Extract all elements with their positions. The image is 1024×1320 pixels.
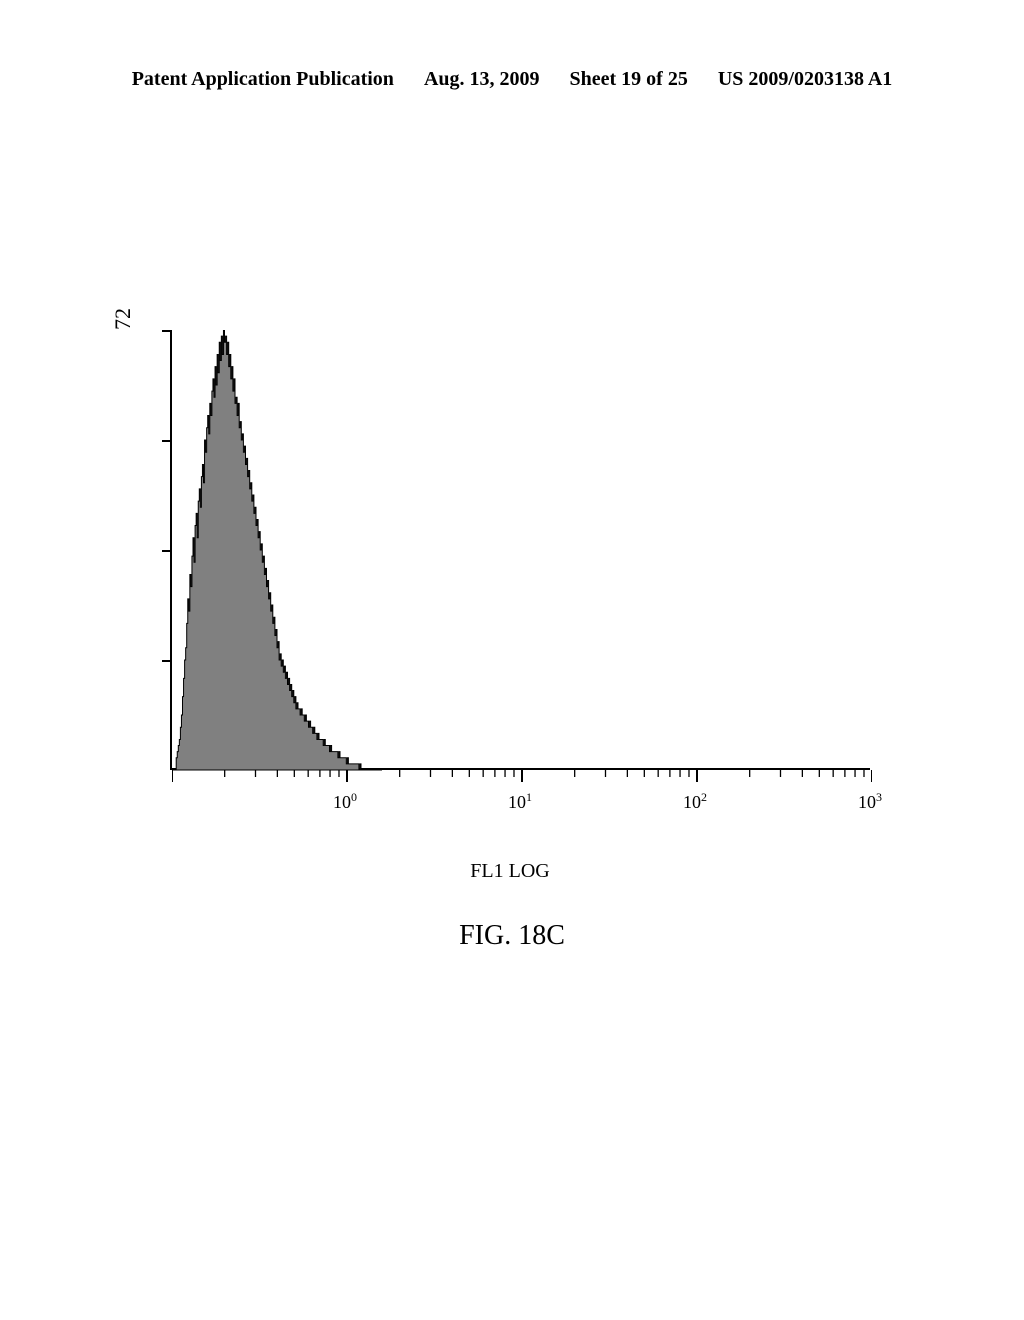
publication-type: Patent Application Publication <box>132 68 394 91</box>
histogram-chart: 72 FL1 LOG 100101102103 <box>130 330 890 810</box>
y-tick <box>162 330 172 332</box>
figure-caption: FIG. 18C <box>0 920 1024 952</box>
y-tick <box>162 440 172 442</box>
x-tick-label: 103 <box>858 790 882 813</box>
x-axis-label: FL1 LOG <box>130 860 890 883</box>
page-header: Patent Application Publication Aug. 13, … <box>0 68 1024 91</box>
x-tick-label: 101 <box>508 790 532 813</box>
x-tick-label: 102 <box>683 790 707 813</box>
y-tick <box>162 660 172 662</box>
publication-number: US 2009/0203138 A1 <box>718 68 892 91</box>
y-axis-max-label: 72 <box>110 308 136 330</box>
publication-date: Aug. 13, 2009 <box>424 68 540 91</box>
x-tick-label: 100 <box>333 790 357 813</box>
sheet-number: Sheet 19 of 25 <box>570 68 688 91</box>
histogram-svg <box>172 330 872 800</box>
y-tick <box>162 550 172 552</box>
plot-area <box>170 330 870 770</box>
